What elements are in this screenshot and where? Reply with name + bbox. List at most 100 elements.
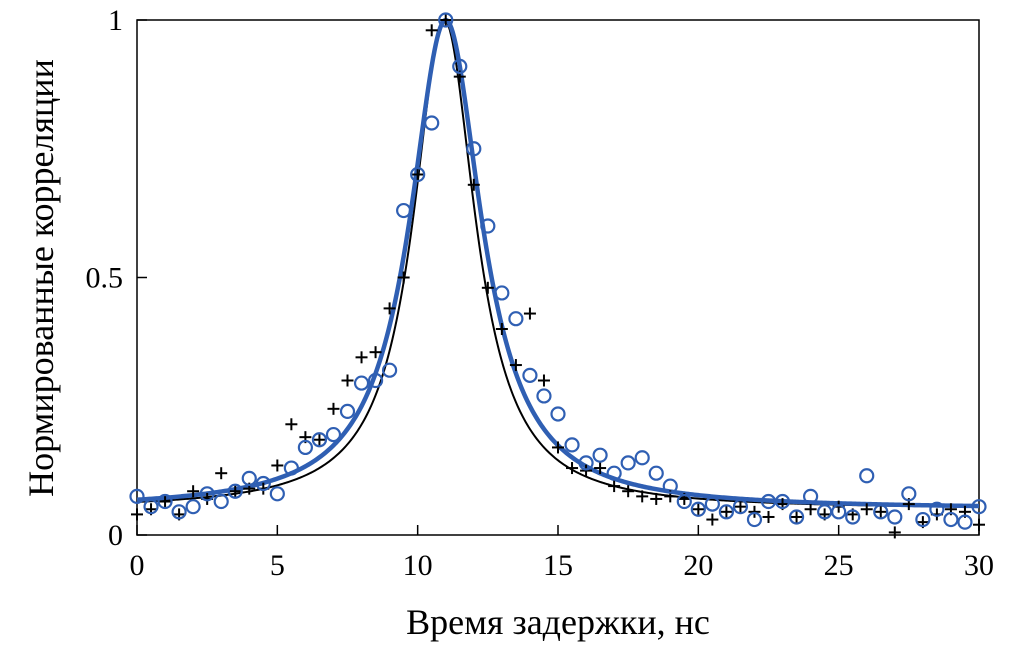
circle-point bbox=[648, 465, 664, 481]
circle-point bbox=[297, 439, 313, 456]
cross-point bbox=[383, 302, 396, 315]
cross-point bbox=[285, 418, 298, 431]
cross-point bbox=[355, 351, 368, 364]
circle-point bbox=[592, 447, 608, 463]
cross-point bbox=[537, 374, 550, 387]
x-tick-label: 30 bbox=[964, 549, 994, 582]
circle-point bbox=[494, 285, 510, 301]
circle-point bbox=[578, 455, 594, 471]
circle-point bbox=[606, 465, 622, 481]
circle-point bbox=[536, 388, 552, 404]
x-tick-label: 25 bbox=[824, 549, 854, 582]
cross-point bbox=[131, 508, 143, 521]
circle-point bbox=[283, 460, 299, 476]
circle-point bbox=[564, 437, 580, 453]
circle-point bbox=[943, 511, 959, 528]
fit-crosses-line bbox=[136, 18, 980, 508]
cross-point bbox=[706, 513, 719, 526]
cross-point bbox=[313, 433, 326, 446]
circle-point bbox=[241, 470, 257, 486]
circle-point bbox=[325, 426, 342, 443]
circle-point bbox=[129, 488, 145, 504]
cross-point bbox=[888, 526, 901, 539]
cross-point bbox=[748, 505, 761, 518]
circle-point bbox=[859, 468, 875, 484]
circle-point bbox=[396, 202, 412, 219]
circle-point bbox=[746, 511, 763, 528]
circle-point bbox=[831, 504, 847, 520]
x-axis-title: Время задержки, нс bbox=[406, 602, 710, 642]
cross-point bbox=[762, 510, 775, 523]
circle-point bbox=[887, 509, 903, 525]
cross-point bbox=[734, 500, 747, 513]
x-tick-label: 0 bbox=[130, 549, 145, 582]
circle-point bbox=[424, 115, 440, 131]
circle-point bbox=[620, 455, 636, 471]
circle-point bbox=[171, 504, 187, 520]
circle-point bbox=[802, 488, 819, 504]
cross-point bbox=[804, 503, 817, 516]
circle-point bbox=[718, 504, 735, 520]
circle-point bbox=[157, 493, 173, 510]
circle-point bbox=[774, 493, 791, 510]
cross-point bbox=[860, 503, 873, 516]
cross-point bbox=[552, 441, 564, 454]
circle-point bbox=[382, 362, 398, 378]
cross-point bbox=[720, 505, 733, 518]
cross-point bbox=[622, 485, 635, 498]
circle-point bbox=[353, 375, 370, 391]
circle-point bbox=[199, 486, 215, 502]
cross-point bbox=[509, 359, 522, 372]
circle-point bbox=[255, 475, 271, 492]
circle-point bbox=[634, 450, 650, 466]
circle-point bbox=[957, 514, 973, 530]
circle-point bbox=[480, 218, 496, 234]
circle-point bbox=[227, 483, 243, 499]
cross-point bbox=[594, 462, 607, 475]
cross-point bbox=[467, 178, 480, 191]
cross-point bbox=[580, 464, 593, 477]
circle-point bbox=[339, 403, 356, 419]
cross-point bbox=[159, 495, 172, 508]
cross-point bbox=[187, 485, 200, 498]
circle-point bbox=[466, 141, 482, 157]
circle-point bbox=[452, 58, 468, 74]
cross-point bbox=[973, 518, 985, 531]
circle-point bbox=[915, 511, 931, 528]
circle-point bbox=[971, 499, 987, 515]
cross-point bbox=[425, 24, 438, 37]
circle-point bbox=[508, 311, 524, 327]
cross-point bbox=[790, 510, 803, 523]
plot-frame bbox=[136, 19, 980, 536]
cross-point bbox=[397, 271, 410, 284]
cross-point bbox=[636, 490, 649, 503]
circle-point bbox=[185, 499, 201, 515]
y-axis-ticks: 00.51 bbox=[86, 4, 147, 552]
circle-point bbox=[788, 509, 805, 525]
fit-circles-line bbox=[136, 17, 980, 509]
cross-point bbox=[566, 462, 579, 475]
circle-point bbox=[732, 499, 749, 515]
cross-point bbox=[481, 281, 494, 294]
y-tick-label: 0.5 bbox=[86, 262, 124, 295]
cross-point bbox=[495, 323, 508, 335]
circle-point bbox=[704, 496, 720, 512]
circle-point bbox=[367, 372, 384, 389]
circle-point bbox=[690, 501, 706, 517]
circle-point bbox=[845, 509, 861, 525]
circle-point bbox=[311, 432, 328, 448]
cross-point bbox=[439, 14, 452, 26]
cross-point bbox=[341, 374, 354, 387]
circle-point bbox=[662, 478, 678, 494]
x-tick-label: 15 bbox=[543, 549, 573, 582]
circle-point bbox=[269, 486, 285, 502]
y-tick-label: 1 bbox=[108, 4, 123, 37]
cross-point bbox=[650, 492, 663, 505]
circle-point bbox=[929, 501, 945, 517]
cross-point bbox=[874, 505, 887, 518]
cross-point bbox=[215, 467, 228, 480]
y-axis-title: Нормированные корреляции bbox=[21, 59, 61, 497]
data-markers bbox=[129, 12, 987, 539]
circle-point bbox=[522, 367, 538, 383]
